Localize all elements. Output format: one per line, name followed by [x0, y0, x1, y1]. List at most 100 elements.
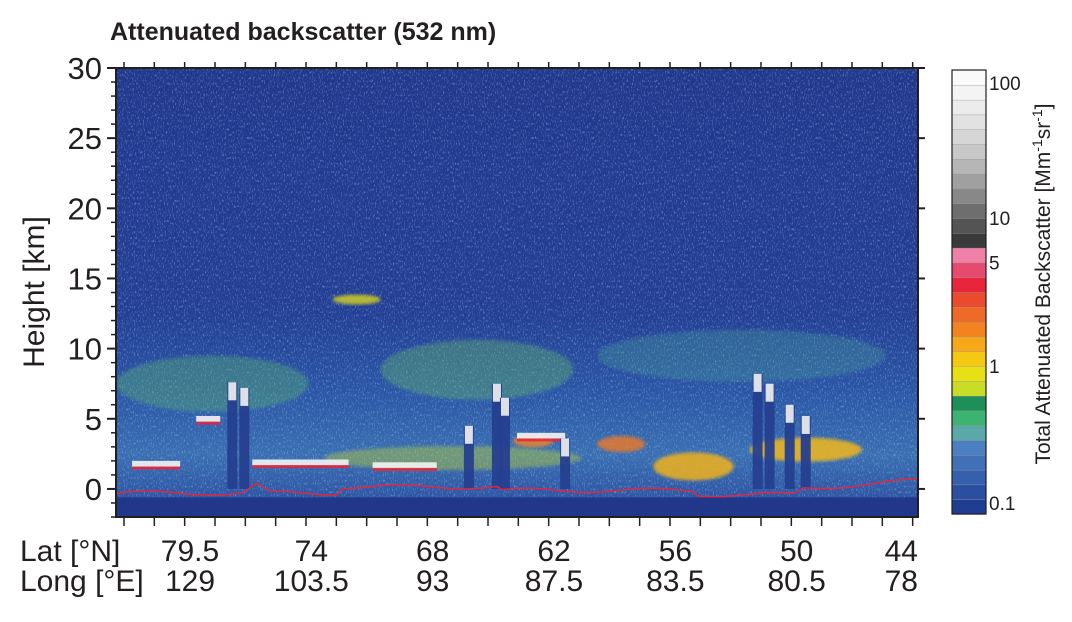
colorbar-swatch: [951, 454, 987, 471]
aerosol-layer: [597, 329, 886, 382]
colorbar-swatch: [951, 188, 987, 204]
colorbar-swatch: [951, 232, 987, 249]
aerosol-layer: [380, 339, 574, 400]
aerosol-layer: [116, 355, 309, 412]
colorbar-swatch: [951, 365, 987, 382]
colorbar-label-sup2: -1: [1029, 109, 1045, 122]
cloud-column-top: [561, 438, 570, 457]
colorbar-swatch: [951, 469, 987, 486]
y-tick-label: 5: [85, 402, 102, 437]
colorbar-swatch: [951, 395, 987, 412]
cloud-column: [491, 383, 502, 489]
lat-tick-label: 62: [537, 535, 570, 568]
long-tick-label: 87.5: [525, 565, 583, 598]
cloud-top: [196, 415, 221, 422]
lat-tick-label: 74: [295, 535, 328, 568]
cloud-column-top: [464, 425, 473, 444]
lat-tick-label: 56: [659, 535, 692, 568]
cloud-column-top: [801, 415, 810, 434]
colorbar-swatch: [951, 262, 987, 278]
long-tick-label: 129: [165, 565, 215, 598]
cloud-column-top: [785, 404, 794, 423]
colorbar-swatch: [951, 484, 987, 500]
colorbar-swatch: [951, 380, 987, 397]
colorbar-swatch: [951, 291, 987, 308]
colorbar-swatch: [951, 277, 987, 293]
cloud-top-edge: [252, 465, 349, 469]
lat-tick-label: 79.5: [161, 535, 219, 568]
cloud-top-edge: [196, 421, 221, 425]
cloud-column: [800, 415, 811, 489]
surface-shadow: [116, 497, 918, 517]
cloud-column: [463, 425, 474, 489]
cloud-column: [499, 397, 510, 489]
cloud-column-top: [228, 382, 237, 401]
cloud-top-edge: [132, 466, 181, 470]
lat-tick-label: 44: [885, 535, 918, 568]
cloud-top: [517, 432, 566, 439]
colorbar-swatch: [951, 306, 987, 323]
colorbar-label-main: Total Attenuated Backscatter [Mm: [1032, 152, 1055, 465]
y-tick-label: 0: [85, 472, 102, 507]
cloud-column-top: [240, 387, 249, 406]
y-axis: 30 25 20 15 10 5 0: [68, 51, 925, 518]
cloud-column-top: [753, 373, 762, 392]
long-axis-label: Long [°E]: [20, 565, 144, 598]
colorbar-tick-label: 5: [989, 254, 1000, 275]
colorbar: 100 10 5 1 0.1: [951, 69, 1021, 515]
long-tick-label: 103.5: [274, 565, 349, 598]
colorbar-swatch: [951, 425, 987, 441]
y-tick-label: 15: [68, 261, 102, 296]
ground-elevation-line: [116, 478, 918, 498]
colorbar-swatch: [951, 499, 987, 515]
colorbar-swatch: [951, 99, 987, 116]
cloud-top-edge: [517, 438, 566, 442]
cloud-top: [372, 462, 437, 469]
aerosol-layer: [332, 294, 381, 305]
cloud-column: [784, 404, 795, 489]
colorbar-swatch: [951, 351, 987, 367]
aerosol-layer: [324, 446, 582, 471]
lat-tick-label: 68: [416, 535, 449, 568]
cloud-top: [132, 460, 181, 467]
aerosol-layer: [597, 436, 646, 453]
y-axis-label: Height [km]: [18, 216, 51, 368]
cloud-column: [239, 387, 250, 489]
lat-tick-label: 50: [780, 535, 813, 568]
cloud-top-edge: [372, 467, 437, 471]
cloud-column-top: [500, 397, 509, 416]
colorbar-swatch: [951, 84, 987, 101]
colorbar-swatch: [951, 321, 987, 338]
colorbar-tick-label: 10: [989, 209, 1010, 230]
colorbar-swatch: [951, 114, 987, 130]
y-tick-label: 10: [68, 332, 102, 367]
colorbar-swatch: [951, 217, 987, 234]
colorbar-swatch: [951, 439, 987, 456]
colorbar-tick-label: 100: [989, 74, 1021, 95]
backscatter-features: [116, 294, 918, 517]
aerosol-layer: [653, 452, 734, 481]
cloud-column: [764, 383, 775, 489]
colorbar-swatch: [951, 158, 987, 175]
colorbar-swatch: [951, 143, 987, 160]
colorbar-swatch: [951, 173, 987, 190]
cloud-column-top: [765, 383, 774, 402]
cloud-top: [252, 459, 349, 466]
colorbar-swatch: [951, 410, 987, 426]
long-tick-label: 93: [416, 565, 449, 598]
colorbar-label: Total Attenuated Backscatter [Mm-1sr-1]: [1029, 103, 1055, 464]
lat-axis-label: Lat [°N]: [20, 535, 120, 568]
chart-title: Attenuated backscatter (532 nm): [110, 18, 496, 46]
long-tick-label: 78: [885, 565, 918, 598]
colorbar-swatch: [951, 69, 987, 86]
cloud-column: [560, 438, 571, 489]
colorbar-swatch: [951, 128, 987, 145]
colorbar-label-sup1: -1: [1029, 139, 1045, 152]
cloud-column-top: [492, 383, 501, 402]
colorbar-tick-label: 0.1: [989, 494, 1015, 515]
colorbar-label-end: ]: [1032, 103, 1055, 109]
long-tick-label: 83.5: [646, 565, 704, 598]
colorbar-label-mid: sr: [1032, 122, 1055, 140]
